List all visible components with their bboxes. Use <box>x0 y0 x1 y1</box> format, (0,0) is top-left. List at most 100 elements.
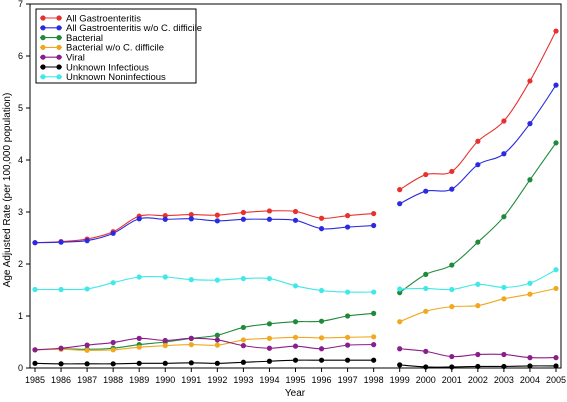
legend-label: Unknown Noninfectious <box>66 72 166 83</box>
data-point <box>292 217 299 223</box>
x-tick-label: 1997 <box>338 375 358 385</box>
y-tick-label: 5 <box>18 103 23 113</box>
data-point <box>58 345 64 351</box>
data-point <box>110 230 116 236</box>
data-point <box>449 168 455 175</box>
data-point <box>527 291 533 297</box>
x-axis-title: Year <box>285 388 306 399</box>
data-point <box>501 151 507 157</box>
data-point <box>240 324 246 331</box>
data-point <box>84 361 90 367</box>
data-point <box>475 363 481 370</box>
data-point <box>318 287 325 294</box>
data-point <box>449 262 455 268</box>
data-point <box>423 364 429 370</box>
data-point <box>475 138 481 144</box>
data-point <box>318 226 325 232</box>
series-layer <box>32 28 559 370</box>
data-point <box>292 283 299 289</box>
data-point <box>162 216 168 222</box>
data-point <box>214 212 220 218</box>
data-point <box>84 238 90 244</box>
data-point <box>162 360 168 366</box>
x-tick-label: 2005 <box>546 375 566 385</box>
data-point <box>84 347 90 353</box>
data-point <box>318 215 325 221</box>
data-point <box>475 281 481 287</box>
series-1 <box>32 82 559 246</box>
data-point <box>397 346 403 352</box>
series-0 <box>32 28 559 246</box>
y-tick-label: 1 <box>18 311 23 321</box>
data-point <box>136 274 142 280</box>
data-point <box>240 209 246 216</box>
legend-label: Bacterial w/o C. difficile <box>66 43 164 54</box>
data-point <box>110 361 116 367</box>
data-point <box>501 363 507 370</box>
data-point <box>162 337 168 344</box>
legend-swatch-marker <box>40 44 46 51</box>
y-tick-label: 7 <box>18 0 23 9</box>
data-point <box>345 224 351 230</box>
data-point <box>397 286 403 292</box>
data-point <box>188 335 194 341</box>
data-point <box>292 319 299 325</box>
data-point <box>292 343 299 349</box>
axis-layer: 1985 1986 1987 1988 1989 1990 1991 1992 1993 1994… <box>18 0 566 385</box>
data-point <box>162 274 168 280</box>
data-point <box>58 286 64 293</box>
series-4 <box>32 335 559 361</box>
legend-label: All Gastroenteritis <box>66 13 141 24</box>
data-point <box>527 177 533 183</box>
x-tick-label: 2004 <box>520 375 540 385</box>
data-point <box>240 343 246 349</box>
data-point <box>501 214 507 220</box>
data-point <box>501 118 507 124</box>
data-point <box>345 313 351 319</box>
data-point <box>527 121 533 127</box>
x-tick-label: 1988 <box>103 375 123 385</box>
x-tick-label: 2001 <box>442 375 462 385</box>
x-tick-label: 2002 <box>468 375 488 385</box>
data-point <box>423 285 429 292</box>
data-point <box>527 280 533 286</box>
x-tick-label: 1996 <box>312 375 332 385</box>
series-5 <box>32 357 559 370</box>
data-point <box>240 337 246 343</box>
x-tick-label: 1993 <box>233 375 253 385</box>
x-tick-label: 2003 <box>494 375 514 385</box>
data-point <box>214 218 220 224</box>
data-point <box>553 355 559 361</box>
data-point <box>475 303 481 309</box>
data-point <box>266 275 273 282</box>
data-point <box>110 339 116 346</box>
data-point <box>58 361 64 367</box>
data-point <box>266 216 273 222</box>
data-point <box>32 347 38 353</box>
legend-label: Unknown Infectious <box>66 62 149 73</box>
data-point <box>553 82 559 88</box>
data-point <box>397 362 403 368</box>
x-tick-label: 1999 <box>390 375 410 385</box>
data-point <box>423 171 429 178</box>
data-point <box>423 271 429 277</box>
data-point <box>266 335 273 341</box>
data-point <box>371 210 377 217</box>
data-point <box>345 289 351 295</box>
data-point <box>449 286 455 293</box>
data-point <box>345 342 351 348</box>
series-6 <box>32 267 559 295</box>
legend-swatch-marker <box>56 25 62 31</box>
data-point <box>449 353 455 360</box>
data-point <box>318 318 325 324</box>
legend-swatch-marker <box>40 15 46 21</box>
data-point <box>371 357 377 363</box>
data-point <box>136 216 142 222</box>
data-point <box>397 201 403 207</box>
y-tick-label: 2 <box>18 259 23 269</box>
data-point <box>84 342 90 348</box>
y-tick-label: 0 <box>18 363 23 373</box>
legend-swatch-marker <box>40 54 46 60</box>
data-point <box>110 347 116 353</box>
